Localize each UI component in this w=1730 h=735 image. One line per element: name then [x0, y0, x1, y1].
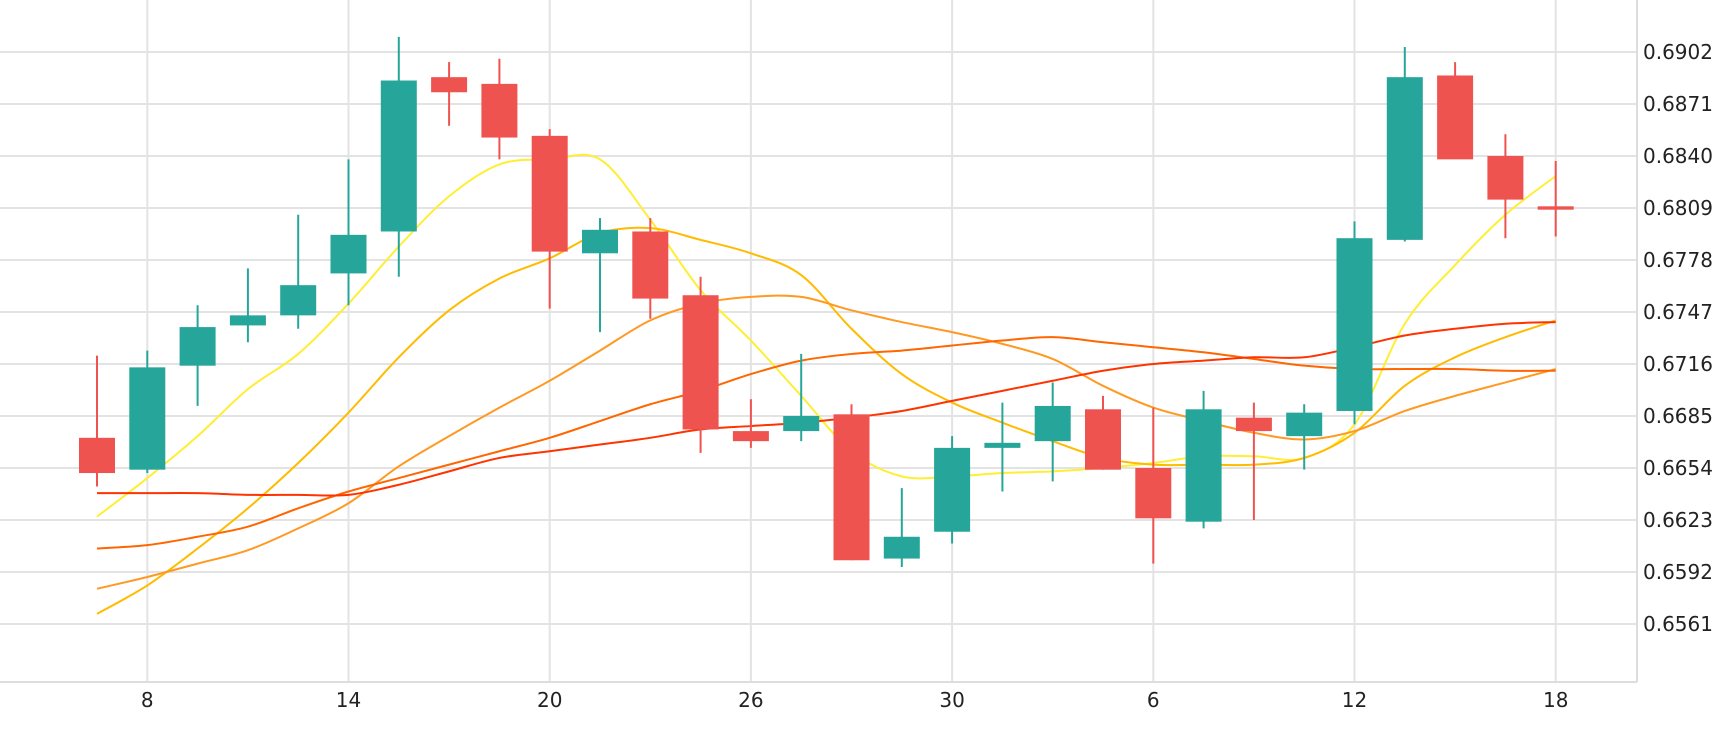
- candle-down: [1135, 407, 1172, 564]
- candle-body: [1336, 238, 1373, 411]
- y-tick-label: 0.6561: [1643, 612, 1713, 636]
- candle-body: [732, 431, 769, 442]
- candle-up: [1185, 390, 1222, 529]
- candle-up: [934, 436, 971, 544]
- candle-up: [1286, 404, 1323, 470]
- candle-body: [934, 447, 971, 532]
- x-tick-label: 26: [738, 688, 763, 712]
- ma-line-3: [96, 294, 1556, 590]
- candle-body: [1235, 417, 1272, 432]
- candle-body: [833, 414, 870, 561]
- candle-body: [1135, 468, 1172, 519]
- candle-down: [1085, 395, 1121, 470]
- candle-body: [129, 367, 166, 470]
- y-tick-label: 0.6902: [1643, 40, 1713, 64]
- candle-down: [632, 218, 669, 319]
- candle-body: [1185, 409, 1222, 522]
- ma-line-4: [96, 336, 1556, 550]
- y-tick-label: 0.6809: [1643, 196, 1713, 220]
- candle-body: [179, 327, 216, 366]
- candle-body: [1085, 409, 1121, 470]
- candle-body: [883, 536, 920, 559]
- candle-up: [229, 268, 266, 343]
- candle-down: [732, 399, 769, 448]
- ma-line-2: [96, 226, 1557, 615]
- candle-down: [1235, 402, 1272, 520]
- y-tick-label: 0.6747: [1643, 300, 1713, 324]
- y-tick-label: 0.6840: [1643, 144, 1713, 168]
- candle-down: [79, 355, 115, 487]
- candle-body: [1437, 75, 1474, 160]
- candle-up: [129, 350, 166, 474]
- candle-down: [1437, 62, 1474, 160]
- candle-down: [481, 58, 518, 160]
- x-tick-label: 18: [1543, 688, 1568, 712]
- candle-body: [531, 135, 568, 252]
- x-tick-label: 30: [939, 688, 964, 712]
- y-tick-label: 0.6778: [1643, 248, 1713, 272]
- candle-up: [1034, 382, 1071, 482]
- ma-line-5: [97, 321, 1556, 497]
- candle-body: [783, 416, 820, 432]
- y-tick-label: 0.6623: [1643, 508, 1713, 532]
- candle-body: [79, 437, 115, 474]
- y-tick-label: 0.6592: [1643, 560, 1713, 584]
- candle-down: [1487, 134, 1524, 239]
- candles: [79, 36, 1574, 567]
- candle-body: [229, 315, 266, 326]
- candle-body: [1034, 405, 1071, 442]
- y-tick-label: 0.6871: [1643, 92, 1713, 116]
- candle-up: [582, 218, 618, 333]
- candle-up: [1386, 46, 1423, 242]
- candle-up: [280, 214, 317, 329]
- candle-body: [1537, 206, 1574, 210]
- x-tick-label: 8: [141, 688, 154, 712]
- candle-down: [1537, 161, 1574, 237]
- candle-body: [632, 231, 669, 299]
- x-tick-label: 12: [1342, 688, 1367, 712]
- candle-body: [1386, 77, 1423, 240]
- moving-average-lines: [96, 153, 1557, 615]
- candle-up: [380, 36, 417, 277]
- y-tick-label: 0.6685: [1643, 404, 1713, 428]
- x-tick-label: 6: [1147, 688, 1160, 712]
- candle-body: [330, 234, 367, 274]
- x-tick-label: 20: [537, 688, 562, 712]
- candle-up: [984, 402, 1021, 492]
- candle-body: [1286, 412, 1323, 437]
- y-tick-label: 0.6654: [1643, 456, 1713, 480]
- candle-down: [682, 276, 719, 453]
- candle-up: [330, 159, 367, 306]
- axes: 0.6561 0.6592 0.6623 0.6654 0.6685 0.6716 0.67…: [0, 0, 1713, 712]
- y-tick-label: 0.6716: [1643, 352, 1713, 376]
- candle-up: [883, 488, 920, 567]
- candle-down: [833, 404, 870, 561]
- candle-up: [783, 353, 820, 442]
- candle-body: [280, 285, 317, 316]
- candle-up: [1336, 221, 1373, 425]
- x-tick-label: 14: [336, 688, 361, 712]
- candle-down: [531, 129, 568, 309]
- candle-up: [179, 305, 216, 406]
- candle-body: [481, 83, 518, 138]
- candle-body: [431, 77, 468, 93]
- candle-body: [682, 295, 719, 430]
- candle-body: [984, 442, 1021, 448]
- candle-body: [380, 80, 417, 232]
- candle-body: [1487, 156, 1524, 200]
- candle-body: [582, 229, 618, 254]
- candle-down: [431, 62, 468, 126]
